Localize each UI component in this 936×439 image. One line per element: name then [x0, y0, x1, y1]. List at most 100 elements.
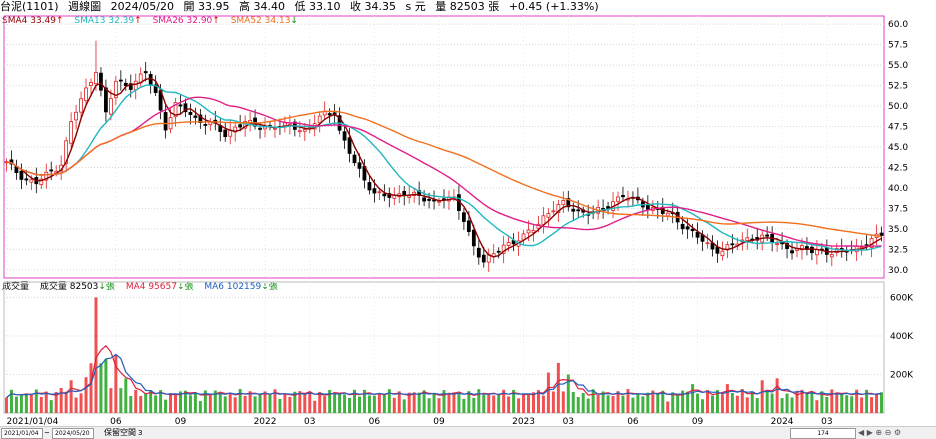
volume-bar [164, 399, 168, 413]
candle-body [546, 213, 551, 218]
candle-body [372, 188, 377, 194]
candle-body [407, 195, 412, 198]
candle-body [29, 179, 34, 183]
volume-bar [870, 397, 874, 413]
candle-body [422, 197, 427, 202]
candle-body [879, 232, 884, 236]
volume-bar [263, 391, 267, 413]
candle-body [695, 231, 700, 238]
volume-bar [556, 362, 560, 413]
candle-body [506, 242, 511, 246]
price-tick-label: 30.0 [888, 266, 908, 276]
volume-bar [193, 392, 197, 413]
x-tick-label: 09 [433, 417, 445, 426]
volume-bar [243, 395, 247, 413]
volume-bar [656, 394, 660, 413]
volume-bar [611, 396, 615, 413]
volume-bar [646, 392, 650, 413]
volume-bar [14, 396, 18, 413]
candle-body [571, 208, 576, 212]
volume-bar [666, 401, 670, 413]
candle-body [387, 193, 392, 198]
x-tick-label: 03 [821, 417, 832, 426]
line-sma4 [6, 77, 882, 258]
volume-bar [536, 390, 540, 413]
legend-volume-title: 成交量 [2, 282, 30, 292]
candle-body [432, 199, 436, 202]
volume-bar [348, 397, 352, 413]
volume-bar [99, 363, 103, 413]
volume-bar [432, 393, 436, 413]
candle-body [745, 237, 750, 242]
candle-body [49, 169, 54, 172]
legend-sma4: SMA4 33.49↑ [2, 16, 64, 26]
volume-bar [457, 392, 461, 413]
volume-bar [362, 389, 366, 413]
candle-body [109, 98, 113, 115]
candle-body [113, 80, 118, 99]
volume-bar [417, 392, 421, 413]
stock-name: 台泥(1101) [0, 0, 59, 13]
chart-period[interactable]: 週線圖 [68, 0, 102, 13]
candle-body [685, 226, 690, 230]
x-tick-label: 03 [304, 417, 315, 426]
candle-body [317, 115, 322, 124]
x-tick-label: 06 [110, 417, 122, 426]
volume-bar [303, 393, 307, 413]
candle-body [576, 209, 581, 212]
candle-body [814, 249, 819, 256]
legend-sma13: SMA13 32.39↑ [74, 16, 142, 26]
candle-body [79, 98, 83, 113]
x-tick-label: 2021/01/04 [6, 417, 58, 426]
volume-bar [487, 393, 491, 413]
volume-bar [19, 395, 23, 413]
candle-body [74, 111, 78, 121]
volume-bar [775, 378, 779, 413]
volume-bar [114, 355, 118, 413]
price-tick-label: 35.0 [888, 225, 908, 235]
candle-body [243, 121, 248, 129]
x-tick-label: 2023 [512, 417, 535, 426]
legend-sma52: SMA52 34.13↓ [230, 16, 298, 26]
candle-body [834, 248, 839, 254]
volume-bar [522, 393, 526, 413]
toolbar-icons[interactable]: ◀ ▶ ⊕ ⊖ ⚙ [858, 428, 902, 437]
volume-bar [790, 397, 794, 413]
volume-bar [477, 389, 481, 413]
zoom-scrollbar[interactable]: 174 [790, 428, 856, 439]
candle-body [859, 246, 864, 249]
low-price: 低 33.10 [294, 0, 341, 13]
candle-body [178, 104, 183, 107]
candle-body [481, 254, 486, 263]
volume-bar [169, 393, 173, 413]
chart-canvas[interactable]: 60.0 57.5 55.0 52.5 50.0 47.5 45.0 42.5 40.0 37.5… [0, 0, 936, 426]
volume-bar [701, 399, 705, 413]
volume-tick-label: 200K [890, 370, 914, 380]
volume-bar [745, 397, 749, 413]
candle-body [621, 195, 625, 198]
start-date-select[interactable]: 2021/01/04 [1, 428, 43, 439]
volume-bar [323, 396, 327, 413]
volume-bar [825, 396, 829, 413]
volume-bar [149, 390, 153, 413]
price-tick-label: 42.5 [888, 163, 908, 173]
volume-bar [338, 394, 342, 413]
price-legend: SMA4 33.49↑ SMA13 32.39↑ SMA26 32.90↑ SM… [2, 15, 306, 27]
candle-body [606, 206, 610, 209]
space-value[interactable]: 3 [138, 429, 143, 437]
end-date-select[interactable]: 2024/05/20 [52, 428, 94, 439]
volume-bar [159, 390, 163, 413]
close-price: 收 34.35 [349, 0, 396, 13]
candle-body [258, 127, 262, 130]
candle-body [99, 72, 103, 91]
volume-bar [198, 401, 202, 413]
volume-bar [591, 389, 595, 413]
x-tick-label: 06 [627, 417, 639, 426]
volume-bar [129, 396, 133, 413]
candle-body [297, 130, 302, 133]
candle-body [64, 140, 69, 165]
volume-bar [517, 398, 521, 413]
volume-bar [875, 393, 879, 413]
candle-body [238, 124, 243, 128]
